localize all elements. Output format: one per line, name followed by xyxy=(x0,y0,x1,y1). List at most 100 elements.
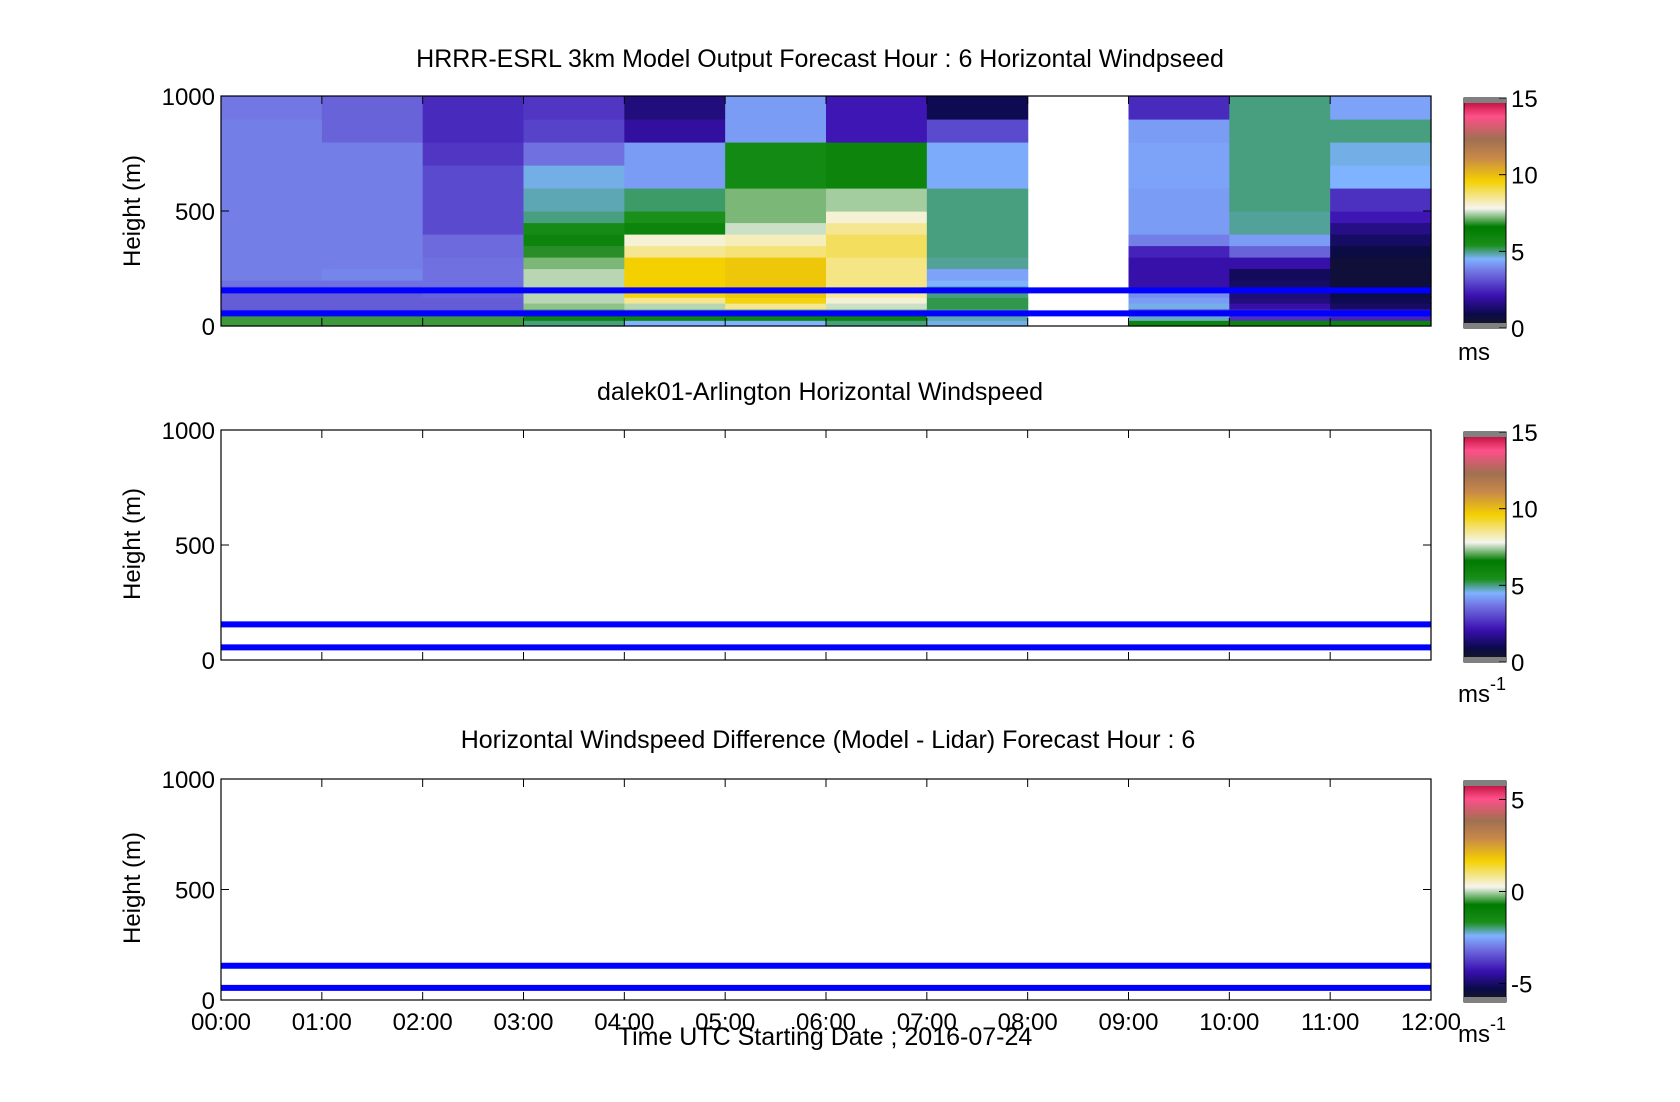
heatmap-cell xyxy=(926,96,1029,120)
y-tick-label: 0 xyxy=(202,648,215,675)
heatmap-cell xyxy=(321,222,424,235)
y-tick-label: 1000 xyxy=(162,418,215,445)
colorbar-under-patch xyxy=(1464,323,1506,328)
heatmap-cell xyxy=(321,303,424,310)
heatmap-cell xyxy=(422,297,525,304)
heatmap-cell xyxy=(221,268,323,281)
heatmap-cell xyxy=(321,297,424,304)
heatmap-cell xyxy=(422,222,525,235)
colorbar-unit-label: ms-1 xyxy=(1458,674,1506,708)
heatmap-cell xyxy=(523,188,625,212)
colorbar-unit-label: ms xyxy=(1458,339,1490,366)
heatmap-cell xyxy=(1229,211,1331,224)
heatmap-cell xyxy=(221,291,323,298)
heatmap-cell xyxy=(221,188,323,212)
heatmap-cell xyxy=(1330,96,1432,120)
colorbar-tick-label: 10 xyxy=(1511,497,1538,524)
heatmap-cell xyxy=(1330,245,1432,258)
heatmap-cell xyxy=(1229,291,1331,298)
heatmap-cell xyxy=(624,234,726,247)
heatmap-cell xyxy=(624,245,726,258)
y-tick-label: 500 xyxy=(175,199,215,226)
heatmap-cell xyxy=(624,211,726,224)
x-tick-label: 11:00 xyxy=(1301,1009,1359,1036)
heatmap-cell xyxy=(523,320,625,327)
y-tick-label: 500 xyxy=(175,533,215,560)
heatmap-cell xyxy=(725,222,827,235)
heatmap-cell xyxy=(221,234,323,247)
x-tick-label: 04:00 xyxy=(594,1009,654,1036)
heatmap-cell xyxy=(523,268,625,281)
heatmap-cell xyxy=(624,188,726,212)
heatmap-cell xyxy=(926,291,1029,298)
heatmap-cell xyxy=(1330,222,1432,235)
heatmap-cell xyxy=(624,119,726,143)
heatmap-cell xyxy=(1128,222,1230,235)
heatmap-cell xyxy=(826,297,928,304)
heatmap-cell xyxy=(523,96,625,120)
heatmap-cell xyxy=(1128,314,1230,321)
heatmap-cell xyxy=(1128,165,1230,189)
heatmap-cell xyxy=(624,257,726,270)
heatmap-cell xyxy=(1128,268,1230,281)
colorbar-tick-label: 15 xyxy=(1511,420,1538,447)
colorbar-tick-label: 0 xyxy=(1511,316,1524,343)
heatmap-cell xyxy=(422,257,525,270)
heatmap-cell xyxy=(624,142,726,166)
heatmap-cell xyxy=(221,119,323,143)
heatmap-cell xyxy=(321,257,424,270)
heatmap-cell xyxy=(826,303,928,310)
heatmap-cell xyxy=(422,211,525,224)
heatmap-cell xyxy=(1330,211,1432,224)
x-tick-label: 08:00 xyxy=(998,1009,1058,1036)
heatmap-cell xyxy=(926,188,1029,212)
heatmap-cell xyxy=(422,291,525,298)
heatmap-cell xyxy=(1128,245,1230,258)
heatmap-cell xyxy=(826,245,928,258)
heatmap-cell xyxy=(1229,257,1331,270)
x-tick-label: 09:00 xyxy=(1098,1009,1158,1036)
heatmap-cell xyxy=(523,142,625,166)
heatmap-cell xyxy=(1229,303,1331,310)
heatmap-cell xyxy=(1330,280,1432,287)
heatmap-cell xyxy=(725,142,827,166)
colorbar-tick-label: -5 xyxy=(1511,972,1532,999)
heatmap-cell xyxy=(1330,142,1432,166)
x-tick-label: 07:00 xyxy=(897,1009,957,1036)
heatmap-cell xyxy=(523,211,625,224)
heatmap-cell xyxy=(523,303,625,310)
heatmap-cell xyxy=(926,303,1029,310)
panel-title: Horizontal Windspeed Difference (Model -… xyxy=(461,726,1196,754)
heatmap-cell xyxy=(422,320,525,327)
heatmap-cell xyxy=(523,291,625,298)
panel-difference: Horizontal Windspeed Difference (Model -… xyxy=(119,726,1532,1048)
heatmap-cell xyxy=(523,297,625,304)
heatmap-cell xyxy=(826,222,928,235)
heatmap-cell xyxy=(321,291,424,298)
heatmap-cell xyxy=(523,314,625,321)
panel-model-windspeed: HRRR-ESRL 3km Model Output Forecast Hour… xyxy=(119,45,1538,366)
colorbar-tick-label: 5 xyxy=(1511,573,1524,600)
heatmap-cell xyxy=(321,188,424,212)
x-tick-label: 06:00 xyxy=(796,1009,856,1036)
heatmap-cell xyxy=(624,297,726,304)
heatmap-cell xyxy=(422,314,525,321)
heatmap-cell xyxy=(826,314,928,321)
heatmap-cell xyxy=(725,320,827,327)
colorbar-tick-label: 15 xyxy=(1511,86,1538,113)
heatmap-cell xyxy=(826,257,928,270)
heatmap-cell xyxy=(725,297,827,304)
heatmap-cell xyxy=(926,119,1029,143)
heatmap-cell xyxy=(1330,188,1432,212)
heatmap-cell xyxy=(523,280,625,287)
heatmap-cell xyxy=(624,314,726,321)
heatmap-cell xyxy=(1128,320,1230,327)
heatmap-cell xyxy=(523,165,625,189)
y-tick-label: 0 xyxy=(202,988,215,1015)
heatmap-cell xyxy=(725,303,827,310)
heatmap-cell xyxy=(624,280,726,287)
y-axis-label: Height (m) xyxy=(119,488,146,600)
heatmap-cell xyxy=(321,320,424,327)
colorbar-tick-label: 10 xyxy=(1511,163,1538,190)
